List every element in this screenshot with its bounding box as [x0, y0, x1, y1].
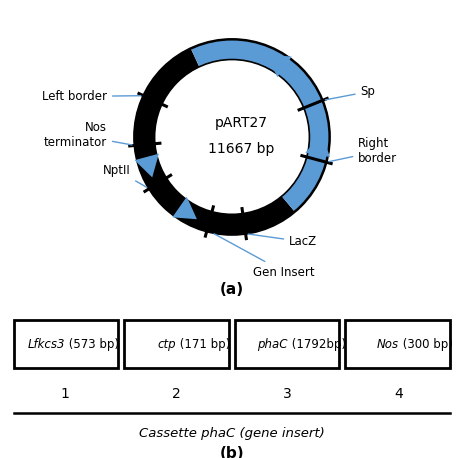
Text: 4: 4: [394, 387, 402, 401]
Text: ctp: ctp: [157, 338, 176, 351]
Wedge shape: [203, 211, 229, 234]
FancyBboxPatch shape: [124, 320, 228, 368]
Text: Lfkcs3: Lfkcs3: [27, 338, 65, 351]
Text: LacZ: LacZ: [248, 234, 317, 248]
Text: (573 bp): (573 bp): [65, 338, 119, 351]
Text: Cassette phaC (gene insert): Cassette phaC (gene insert): [139, 427, 324, 441]
Wedge shape: [190, 39, 329, 212]
Polygon shape: [172, 197, 196, 219]
Wedge shape: [134, 49, 294, 234]
Text: Gen Insert: Gen Insert: [214, 234, 314, 278]
Text: phaC: phaC: [257, 338, 287, 351]
Text: (171 bp): (171 bp): [176, 338, 230, 351]
Text: 3: 3: [283, 387, 291, 401]
Polygon shape: [267, 55, 291, 77]
Text: Nos: Nos: [376, 338, 398, 351]
Polygon shape: [134, 154, 158, 177]
Polygon shape: [305, 134, 329, 157]
FancyBboxPatch shape: [234, 320, 338, 368]
Text: Sp: Sp: [325, 85, 375, 100]
Text: Right
border: Right border: [328, 137, 396, 165]
Text: pART27: pART27: [214, 116, 268, 130]
Text: 11667 bp: 11667 bp: [208, 142, 274, 156]
Text: Left border: Left border: [42, 90, 140, 103]
Text: 2: 2: [172, 387, 180, 401]
Text: (a): (a): [219, 282, 244, 297]
Text: Nos
terminator: Nos terminator: [44, 120, 131, 148]
Text: 1: 1: [60, 387, 69, 401]
Text: (1792bp): (1792bp): [287, 338, 345, 351]
Text: (300 bp): (300 bp): [398, 338, 452, 351]
FancyBboxPatch shape: [14, 320, 118, 368]
FancyBboxPatch shape: [344, 320, 449, 368]
Text: (b): (b): [219, 446, 244, 458]
Text: NptII: NptII: [103, 164, 146, 187]
